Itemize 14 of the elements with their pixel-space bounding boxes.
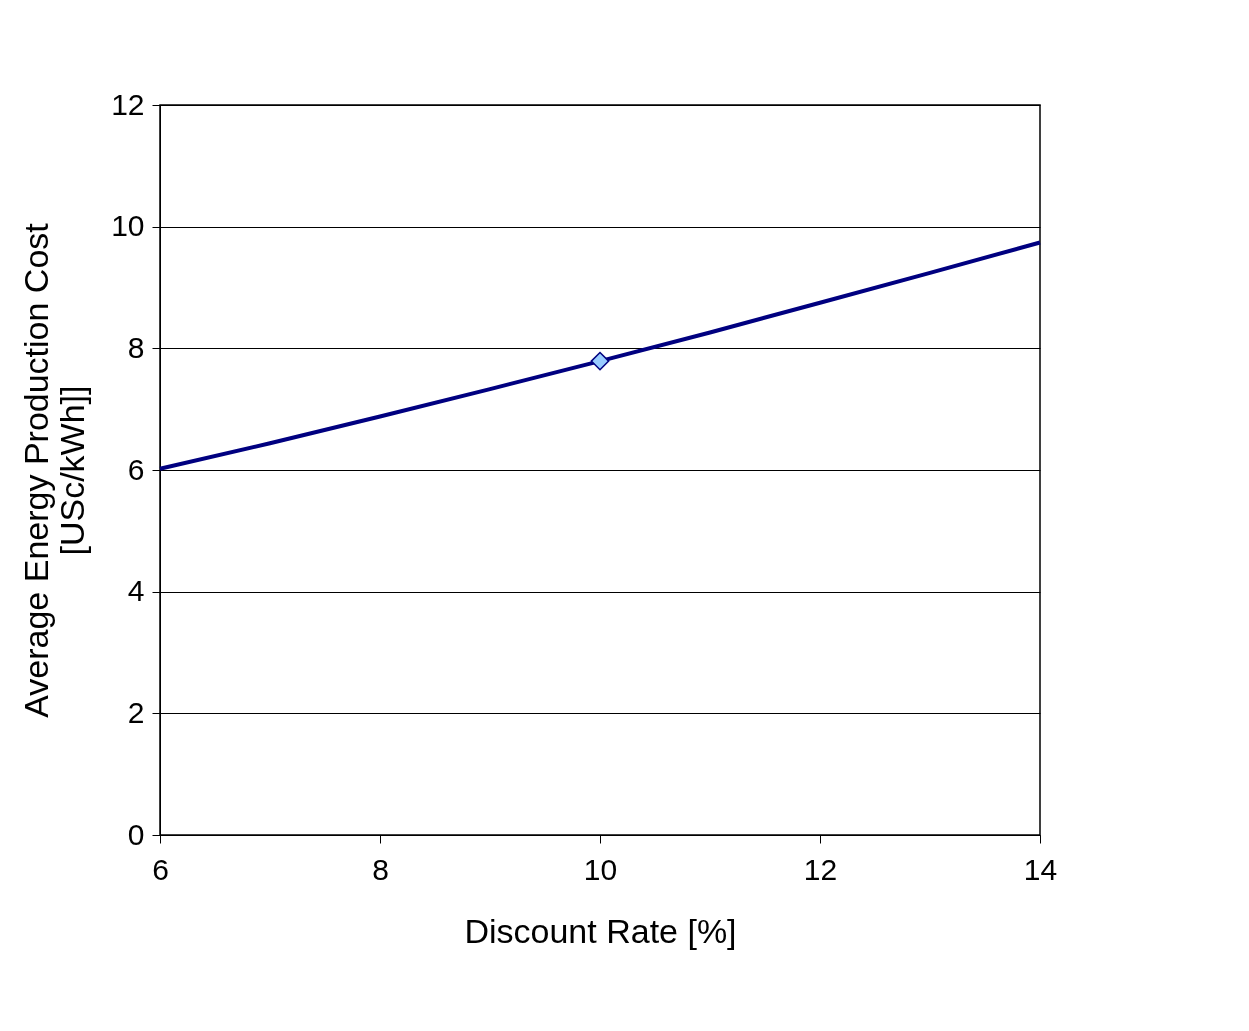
y-tick-label: 2 (127, 695, 145, 729)
x-tick-label: 10 (583, 852, 618, 886)
y-tick-label: 6 (127, 452, 145, 486)
y-tick-label: 12 (111, 87, 145, 121)
y-tick-label: 0 (127, 817, 145, 851)
y-axis-title: Average Energy Production Cost [USc/kWh]] (17, 222, 92, 718)
y-tick-label: 8 (127, 330, 145, 364)
x-tick-label: 12 (803, 852, 838, 886)
y-tick-label: 4 (127, 574, 145, 608)
x-tick-label: 8 (372, 852, 389, 886)
y-tick-label: 10 (111, 209, 145, 243)
x-tick-label: 14 (1023, 852, 1058, 886)
x-tick-label: 6 (152, 852, 169, 886)
x-axis-title: Discount Rate [%] (464, 911, 737, 950)
